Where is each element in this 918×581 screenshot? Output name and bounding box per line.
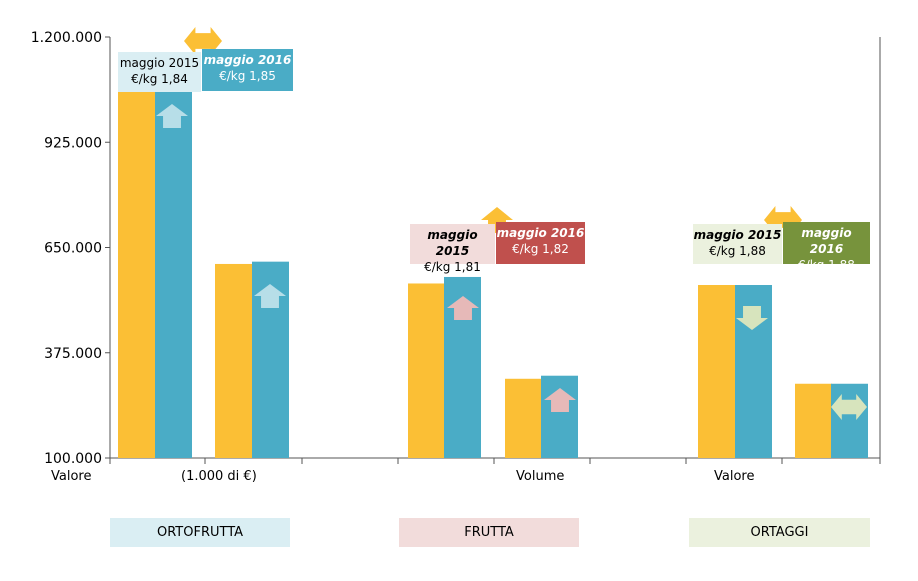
bar-ortofrutta-1-2016 (155, 71, 192, 458)
callout-price: €/kg 1,88 (709, 244, 766, 258)
callout-period: maggio 2016 (496, 226, 585, 240)
x-label-unit: (1.000 di €) (181, 469, 257, 484)
change-down-icon (736, 306, 768, 330)
bar-ortofrutta-2-2015 (215, 263, 252, 458)
price-same-icon (184, 27, 222, 55)
change-up-icon (544, 388, 576, 412)
callout-price: €/kg 1,81 (424, 260, 481, 274)
change-up-icon (254, 284, 286, 308)
callout-frutta-2015: maggio 2015 €/kg 1,81 (410, 224, 495, 274)
y-tick-label: 650.000 (44, 241, 102, 257)
y-tick-label: 100.000 (44, 451, 102, 467)
y-tick-label: 375.000 (44, 346, 102, 362)
bar-ortaggi-2-2015 (795, 383, 832, 458)
callout-period: maggio 2015 (693, 228, 782, 242)
callout-price: €/kg 1,84 (131, 72, 188, 86)
x-label-volume: Volume (516, 469, 565, 484)
callout-frutta-2016: maggio 2016 €/kg 1,82 (496, 222, 585, 264)
category-frutta: FRUTTA (399, 518, 579, 547)
y-tick-label: 1.200.000 (31, 30, 102, 46)
change-same-icon (831, 394, 867, 420)
x-label-valore-2: Valore (714, 469, 755, 484)
callout-period: maggio 2015 (119, 56, 200, 70)
change-up-icon (447, 296, 479, 320)
category-ortofrutta: ORTOFRUTTA (110, 518, 290, 547)
change-up-icon (156, 104, 188, 128)
bar-ortaggi-1-2015 (698, 285, 735, 458)
callout-ortaggi-2015: maggio 2015 €/kg 1,88 (693, 224, 782, 264)
callout-period: maggio 2016 (801, 226, 852, 256)
callout-price: €/kg 1,82 (512, 242, 569, 256)
y-tick-label: 925.000 (44, 135, 102, 151)
bar-ortaggi-2-2016 (831, 383, 868, 458)
callout-ortofrutta-2016: maggio 2016 €/kg 1,85 (202, 49, 293, 91)
callout-price: €/kg 1,85 (219, 69, 276, 83)
bar-frutta-1-2015 (408, 283, 445, 458)
callout-ortofrutta-2015: maggio 2015 €/kg 1,84 (118, 52, 201, 92)
callout-period: maggio 2015 (427, 228, 478, 258)
bar-frutta-2-2015 (505, 378, 542, 458)
callout-ortaggi-2016: maggio 2016 €/kg 1,88 (783, 222, 870, 272)
callout-period: maggio 2016 (203, 53, 292, 67)
category-ortaggi: ORTAGGI (689, 518, 870, 547)
x-label-valore-1: Valore (51, 469, 92, 484)
callout-price: €/kg 1,88 (798, 258, 855, 272)
bar-frutta-2-2016 (541, 375, 578, 458)
bar-ortofrutta-1-2015 (118, 75, 155, 458)
